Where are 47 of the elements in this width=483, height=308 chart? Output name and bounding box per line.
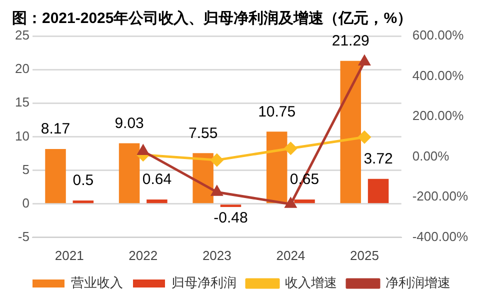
point <box>284 142 297 155</box>
legend-label: 归母净利润 <box>172 275 236 290</box>
x-tick-label: 2025 <box>350 248 379 263</box>
bar <box>72 200 94 204</box>
data-label: 0.64 <box>142 171 172 188</box>
bar <box>266 132 288 204</box>
chart-title: 图：2021-2025年公司收入、归母净利润及增速（亿元，%） <box>12 9 412 28</box>
legend-label: 营业收入 <box>71 275 123 290</box>
bar <box>368 178 389 204</box>
point <box>285 198 296 208</box>
y2-tick-label: 400.00% <box>412 68 464 83</box>
data-label: 21.29 <box>332 32 370 50</box>
point <box>211 186 222 196</box>
data-label: -0.48 <box>214 210 248 227</box>
y2-tick-label: 200.00% <box>412 108 464 124</box>
y-tick-label: -5 <box>18 228 30 244</box>
bar <box>45 148 66 204</box>
y2-tick-label: 600.00% <box>412 28 464 43</box>
y2-tick-label: -200.00% <box>412 188 468 204</box>
data-label: 3.72 <box>364 150 393 168</box>
bar <box>146 200 168 204</box>
x-tick-label: 2021 <box>54 248 84 263</box>
y2-tick-label: -400.00% <box>412 228 468 244</box>
bar <box>220 204 242 208</box>
point <box>138 144 149 155</box>
data-label: 0.5 <box>72 172 94 190</box>
x-tick-label: 2022 <box>128 248 158 263</box>
y-tick-label: 5 <box>22 162 30 177</box>
x-tick-label: 2023 <box>202 248 232 263</box>
y2-tick-label: 0.00% <box>412 148 450 164</box>
data-label: 8.17 <box>40 120 70 138</box>
y-tick-label: 15 <box>14 94 30 110</box>
x-tick-label: 2024 <box>276 248 306 263</box>
y-tick-label: 25 <box>14 28 30 43</box>
point <box>358 130 371 144</box>
legend-label: 收入增速 <box>285 275 337 290</box>
data-label: 9.03 <box>114 114 144 132</box>
legend-label: 净利润增速 <box>386 275 450 290</box>
y-tick-label: 20 <box>14 61 30 76</box>
y-tick-label: 0 <box>22 195 30 210</box>
bar <box>118 143 140 204</box>
data-label: 7.55 <box>188 124 218 142</box>
bar <box>340 60 362 204</box>
point <box>210 154 224 166</box>
bar <box>294 199 315 204</box>
y-tick-label: 10 <box>14 128 30 144</box>
data-label: 10.75 <box>258 103 296 120</box>
